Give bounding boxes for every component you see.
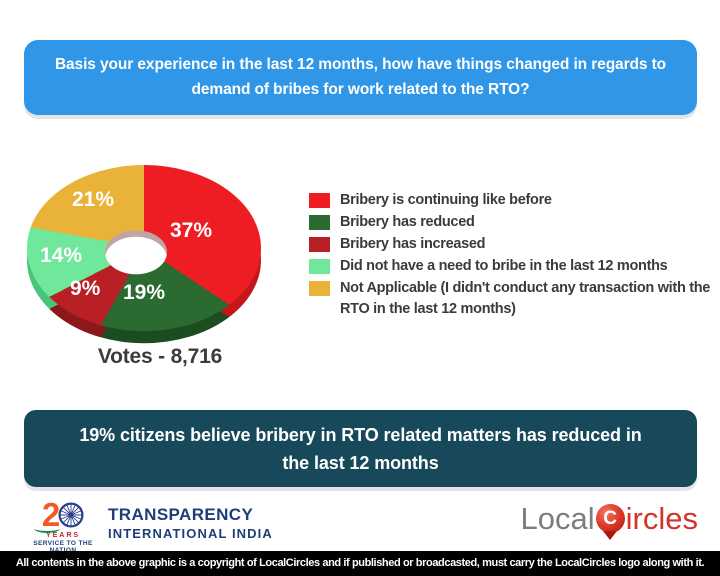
pie-chart [27,165,261,344]
ti-digit-2: 2 [41,496,61,533]
localcircles-prefix: Local [520,501,595,536]
ti-org-name: TRANSPARENCY INTERNATIONAL INDIA [108,505,273,541]
legend-item: Bribery is continuing like before [309,190,711,211]
ashoka-chakra-icon [58,502,84,528]
copyright-bar: All contents in the above graphic is a c… [0,551,720,576]
ti-years-label: YEARS [45,532,81,539]
pie-hole [105,230,167,275]
chart-legend: Bribery is continuing like before Briber… [309,190,711,321]
legend-label: Not Applicable (I didn't conduct any tra… [340,280,711,317]
legend-item: Not Applicable (I didn't conduct any tra… [309,278,711,320]
legend-label: Bribery is continuing like before [340,192,552,208]
pie-slice-label: 14% [40,244,83,267]
legend-swatch [309,281,330,296]
pie-slice-label: 37% [170,219,213,242]
legend-swatch [309,259,330,274]
legend-label: Bribery has reduced [340,214,475,230]
pie-slice-label: 19% [123,281,166,304]
ti-green-swoosh [34,524,60,533]
ti-tagline: SERVICE TO THE NATION [33,540,93,554]
legend-item: Bribery has increased [309,234,711,255]
result-text: 19% citizens believe bribery in RTO rela… [79,425,642,473]
localcircles-pin-icon: C [595,504,625,540]
legend-swatch [309,215,330,230]
legend-item: Bribery has reduced [309,212,711,233]
legend-item: Did not have a need to bribe in the last… [309,256,711,277]
votes-count: Votes - 8,716 [97,345,223,368]
question-text: Basis your experience in the last 12 mon… [54,56,667,98]
legend-swatch [309,193,330,208]
localcircles-logo: Local C ircles [521,497,698,541]
legend-label: Bribery has increased [340,236,486,252]
localcircles-suffix: ircles [625,501,698,536]
legend-label: Did not have a need to bribe in the last… [340,258,668,274]
question-banner: Basis your experience in the last 12 mon… [24,40,697,115]
result-banner: 19% citizens believe bribery in RTO rela… [24,410,697,487]
legend-swatch [309,237,330,252]
pie-slice-label: 21% [72,188,115,211]
pie-slice-label: 9% [70,277,101,300]
